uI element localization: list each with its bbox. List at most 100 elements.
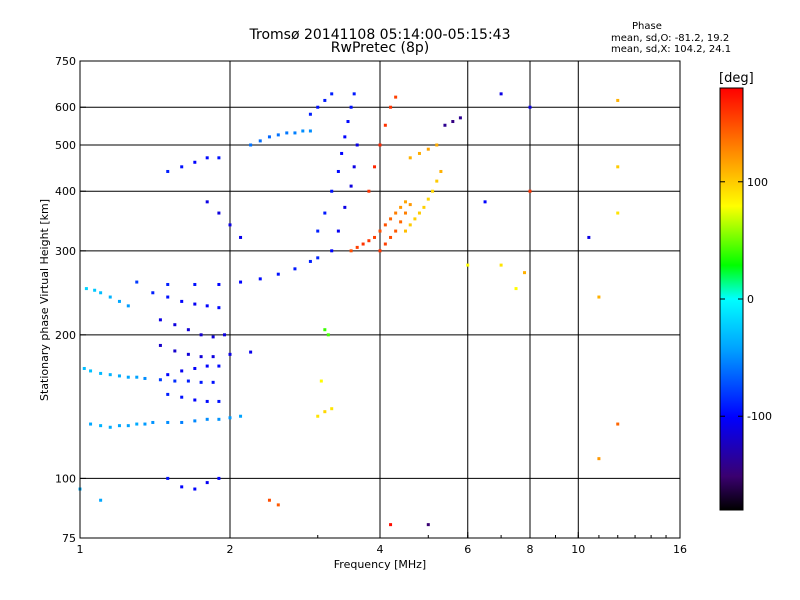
data-point-o [199,355,203,359]
data-point-o [211,380,215,384]
data-point-x [403,229,407,233]
data-point-x [523,271,527,275]
data-point-o [117,424,121,428]
data-point-x [383,242,387,246]
data-point-o [158,378,162,382]
data-point-o [349,184,353,188]
data-point-o [193,160,197,164]
stats-header: Phase [632,21,662,32]
data-point-o [166,373,170,377]
y-tick-label: 75 [62,532,76,545]
data-point-o [143,376,147,380]
data-point-x [435,143,439,147]
data-point-o [217,211,221,215]
data-point-o [186,328,190,332]
data-point-x [330,407,334,411]
data-point-x [422,205,426,209]
x-tick-label: 8 [527,543,534,556]
scatter-points [78,92,620,527]
data-point-o [180,485,184,489]
data-point-o [336,169,340,173]
data-point-o [316,105,320,109]
data-point-o [108,425,112,429]
data-point-o [293,131,297,135]
data-point-o [352,92,356,96]
data-point-o [239,235,243,239]
data-point-x [597,457,601,461]
data-point-o [355,143,359,147]
data-point-x [373,165,377,169]
data-point-o [249,350,253,354]
data-point-x [408,223,412,227]
data-point-x [403,200,407,204]
data-point-o [166,282,170,286]
data-point-x [458,116,462,120]
data-point-o [346,120,350,124]
data-point-o [143,422,147,426]
data-point-o [330,92,334,96]
data-point-x [451,120,455,124]
y-tick-label: 500 [55,139,76,152]
data-point-x [616,165,620,169]
data-point-o [308,129,312,133]
data-point-o [166,169,170,173]
data-point-o [267,135,271,139]
x-tick-label: 6 [464,543,471,556]
data-point-o [239,280,243,284]
data-point-o [258,277,262,281]
data-point-x [389,105,393,109]
data-point-o [205,399,209,403]
data-point-o [135,280,139,284]
data-point-o [193,487,197,491]
data-point-x [413,217,417,221]
data-point-x [466,263,470,267]
x-axis-label: Frequency [MHz] [334,558,426,571]
data-point-o [193,282,197,286]
data-point-o [323,211,327,215]
data-point-o [316,229,320,233]
data-point-o [217,399,221,403]
gridlines [80,61,680,538]
data-point-o [285,131,289,135]
data-point-x [383,123,387,127]
data-point-o [173,379,177,383]
data-point-o [126,304,130,308]
data-point-x [316,414,320,418]
x-tick-label: 4 [377,543,384,556]
data-point-x [323,410,327,414]
data-point-o [336,229,340,233]
data-point-o [126,424,130,428]
data-point-o [239,414,243,418]
data-point-o [217,306,221,310]
data-point-x [417,211,421,215]
data-point-o [301,129,305,133]
data-point-o [108,373,112,377]
data-point-x [528,105,532,109]
colorbar-label: [deg] [719,71,754,86]
y-tick-label: 400 [55,185,76,198]
data-point-o [228,416,232,420]
data-point-o [82,366,86,370]
data-point-o [135,375,139,379]
y-tick-label: 100 [55,472,76,485]
data-point-o [217,156,221,160]
data-point-o [205,200,209,204]
data-point-o [228,352,232,356]
data-point-x [267,498,271,502]
data-point-o [99,498,103,502]
data-point-o [89,369,93,373]
data-point-o [180,420,184,424]
data-point-x [399,220,403,224]
data-point-o [173,349,177,353]
data-point-x [426,197,430,201]
data-point-x [276,503,280,507]
data-point-x [349,249,353,253]
data-point-x [326,333,330,337]
data-point-o [180,165,184,169]
data-point-x [408,156,412,160]
data-point-o [205,481,209,485]
data-point-x [483,200,487,204]
data-point-o [186,352,190,356]
data-point-o [180,395,184,399]
data-point-o [205,364,209,368]
